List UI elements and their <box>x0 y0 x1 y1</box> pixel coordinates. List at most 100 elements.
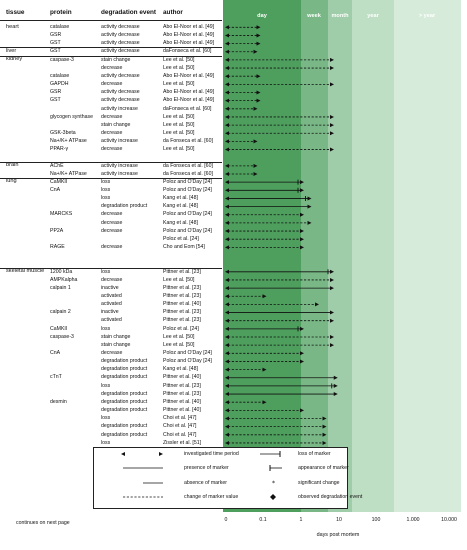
row-event: activity decrease <box>101 89 140 96</box>
row-author: Lee et al. [50] <box>163 56 195 63</box>
period-start-marker <box>225 302 229 307</box>
row-protein: MARCKS <box>50 211 73 218</box>
header-author: author <box>163 9 183 16</box>
tissue-divider <box>0 55 222 57</box>
row-author: Pittner et al. [23] <box>163 317 201 324</box>
row-event: decrease <box>101 276 123 283</box>
legend-presence: presence of marker <box>184 465 229 471</box>
period-start-marker <box>225 383 229 388</box>
period-start-marker <box>225 237 229 242</box>
row-protein: PP2A <box>50 227 64 234</box>
row-event: activity increase <box>101 170 138 177</box>
period-end-marker <box>330 123 334 128</box>
period-start-marker <box>225 147 229 152</box>
row-event: stain change <box>101 121 131 128</box>
row-event: degradation product <box>101 407 148 414</box>
period-end-marker <box>330 57 334 62</box>
period-end-marker <box>262 294 267 299</box>
row-event: loss <box>101 382 111 389</box>
period-start-marker <box>225 212 229 217</box>
zone-over-year <box>394 0 461 512</box>
row-event: activity increase <box>101 162 138 169</box>
period-start-marker <box>225 139 229 144</box>
row-author: Lee et al. [50] <box>163 113 195 120</box>
row-event: activity decrease <box>101 72 140 79</box>
period-start-marker <box>225 318 229 323</box>
period-end-marker <box>307 220 312 225</box>
row-event: activity decrease <box>101 48 140 55</box>
row-protein: GSK-3beta <box>50 129 76 136</box>
period-start-marker <box>225 196 229 201</box>
row-protein: calpain 2 <box>50 309 71 316</box>
legend-change: change of marker value <box>184 494 239 500</box>
row-author: Kang et al. [48] <box>163 219 198 226</box>
period-end-marker <box>300 245 304 250</box>
row-author: Abo El-Noor et al. [49] <box>163 24 215 30</box>
period-end-marker <box>253 163 258 168</box>
legend-significant: significant change <box>298 480 340 486</box>
row-event: stain change <box>101 341 131 348</box>
period-start-marker <box>225 400 229 405</box>
period-start-marker <box>225 49 229 54</box>
row-author: Lee et al. [50] <box>163 341 195 348</box>
legend-absence: absence of marker <box>184 480 227 486</box>
row-author: Pittner et al. [23] <box>163 382 201 389</box>
tick-100: 100 <box>371 517 381 523</box>
row-event: degradation product <box>101 358 148 365</box>
row-protein: desmin <box>50 398 67 405</box>
period-end-marker <box>333 383 338 388</box>
period-end-marker <box>330 310 334 315</box>
period-start-marker <box>225 424 229 429</box>
zone-label-month: month <box>331 13 349 19</box>
period-start-marker <box>225 41 229 46</box>
tick-1000: 1.000 <box>406 517 420 523</box>
row-author: Poloz and O'Day [24] <box>163 187 212 193</box>
period-start-marker <box>225 440 229 445</box>
tissue-label: skeletal muscle <box>6 268 45 274</box>
row-protein: CaMKII <box>50 178 68 185</box>
period-end-marker <box>256 74 261 79</box>
zone-label-day: day <box>257 13 267 19</box>
row-author: da Fonseca et al. [60] <box>163 162 213 169</box>
period-end-marker <box>300 351 304 356</box>
period-start-marker <box>225 204 229 209</box>
period-start-marker <box>225 163 229 168</box>
period-start-marker <box>225 98 229 103</box>
period-start-marker <box>225 286 229 291</box>
tick-10000: 10.000 <box>441 517 457 523</box>
row-event: degradation product <box>101 374 148 381</box>
period-start-marker <box>225 277 229 282</box>
period-end-marker <box>330 269 334 274</box>
header-divider <box>0 20 222 21</box>
row-protein: caspase-3 <box>50 56 74 63</box>
row-protein: AChE <box>50 162 64 169</box>
period-end-marker <box>262 400 267 405</box>
period-end-marker <box>300 180 304 185</box>
row-author: Choi et al. [47] <box>163 423 197 430</box>
row-author: da Fonseca et al. [60] <box>163 170 213 177</box>
period-start-marker <box>225 359 229 364</box>
period-start-marker <box>225 66 229 71</box>
period-start-marker <box>225 245 229 250</box>
row-protein: GSR <box>50 32 62 39</box>
period-start-marker <box>225 172 229 176</box>
row-author: Kang et al. [48] <box>163 366 198 373</box>
row-author: Abo El-Noor et al. [49] <box>163 89 215 96</box>
period-end-marker <box>330 114 334 119</box>
period-start-marker <box>225 188 229 193</box>
row-author: Pittner et al. [23] <box>163 390 201 397</box>
row-protein: Na+/K+ ATPase <box>50 170 87 177</box>
row-event: decrease <box>101 81 123 88</box>
row-author: Choi et al. [47] <box>163 431 197 438</box>
row-event: decrease <box>101 146 123 153</box>
row-protein: cTnT <box>50 374 62 381</box>
period-end-marker <box>307 196 312 201</box>
period-start-marker <box>225 416 229 421</box>
period-start-marker <box>225 351 229 356</box>
period-end-marker <box>315 302 319 307</box>
legend-loss: loss of marker <box>298 451 331 457</box>
row-author: Lee et al. [50] <box>163 146 195 153</box>
period-end-marker <box>253 172 258 176</box>
row-protein: GSR <box>50 89 62 96</box>
period-end-marker <box>330 131 334 136</box>
